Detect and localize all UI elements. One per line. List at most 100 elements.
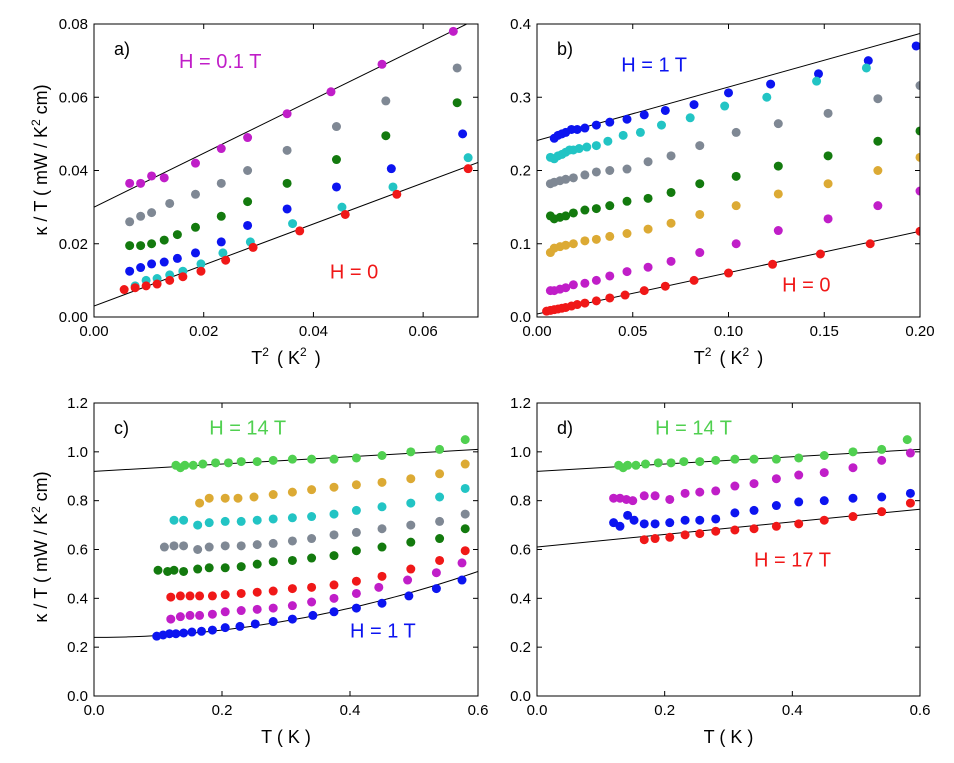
data-point xyxy=(268,538,278,548)
data-point xyxy=(460,524,470,534)
data-point xyxy=(711,455,721,465)
data-point xyxy=(580,123,590,133)
data-point xyxy=(195,610,205,620)
data-point xyxy=(605,117,615,127)
data-point xyxy=(377,502,387,512)
data-point xyxy=(223,458,233,468)
data-point xyxy=(666,151,676,161)
data-point xyxy=(166,614,176,624)
data-point xyxy=(771,474,781,484)
data-point xyxy=(250,619,260,629)
data-point xyxy=(580,236,590,246)
data-point xyxy=(193,520,203,530)
data-point xyxy=(731,171,741,181)
data-point xyxy=(814,69,823,79)
data-point xyxy=(605,201,615,211)
data-point xyxy=(236,541,246,551)
x-tick-label: 0.6 xyxy=(468,702,489,719)
data-point xyxy=(331,182,341,192)
plot-frame xyxy=(93,23,479,318)
data-point xyxy=(689,275,699,285)
data-point xyxy=(771,454,781,464)
y-tick-label: 1.2 xyxy=(67,395,88,412)
data-point xyxy=(603,136,613,146)
data-point xyxy=(252,515,262,525)
data-point xyxy=(295,226,305,236)
data-point xyxy=(169,515,179,525)
data-point xyxy=(329,607,339,617)
y-tick-label: 1.0 xyxy=(510,444,531,461)
data-point xyxy=(404,591,414,601)
data-point xyxy=(329,509,339,519)
data-point xyxy=(377,571,387,581)
x-tick-label: 0.04 xyxy=(299,323,328,340)
y-tick-label: 1.2 xyxy=(510,395,531,412)
data-point xyxy=(435,534,445,544)
data-point xyxy=(159,173,169,183)
data-point xyxy=(561,211,571,221)
data-point xyxy=(622,164,632,174)
data-point xyxy=(749,505,759,515)
data-point xyxy=(166,592,176,602)
data-point xyxy=(660,105,670,115)
y-tick-label: 0.04 xyxy=(59,163,88,180)
data-point xyxy=(731,201,741,211)
data-point xyxy=(268,490,278,500)
data-point xyxy=(877,444,887,454)
ylabel-bottom: κ / T ( mW / K2 cm) xyxy=(29,471,51,622)
y-tick-label: 0.4 xyxy=(67,590,88,607)
data-point xyxy=(308,610,318,620)
data-point xyxy=(207,591,217,601)
data-point xyxy=(431,584,441,594)
data-point xyxy=(877,492,887,502)
data-point xyxy=(865,239,875,249)
data-point xyxy=(873,136,883,146)
data-point xyxy=(582,142,592,152)
panel-d: 0.0 0.2 0.4 0.6 0.0 0.2 0.4 0.6 0.8 1.0 1.2 d) H =… xyxy=(510,395,930,747)
data-point xyxy=(204,518,214,528)
data-point xyxy=(406,474,416,484)
data-point xyxy=(915,186,920,196)
data-point xyxy=(720,101,730,111)
data-point xyxy=(388,182,398,192)
data-point xyxy=(233,493,243,503)
data-point xyxy=(877,507,887,517)
x-tick-label: 0.2 xyxy=(654,702,675,719)
data-point xyxy=(204,493,214,503)
data-point xyxy=(695,179,705,189)
y-tick-label: 0.1 xyxy=(510,236,531,253)
data-point xyxy=(650,491,660,501)
data-point xyxy=(463,164,473,174)
data-points xyxy=(152,435,470,641)
data-point xyxy=(235,621,245,631)
data-point xyxy=(221,255,231,265)
data-point xyxy=(307,553,317,563)
data-point xyxy=(243,133,253,143)
data-point xyxy=(435,516,445,526)
data-point xyxy=(680,515,690,525)
data-point xyxy=(351,588,361,598)
panel-b: 0.00 0.05 0.10 0.15 0.20 0.0 0.1 0.2 0.3 0.4 b) H… xyxy=(510,16,934,368)
data-point xyxy=(460,483,470,493)
data-point xyxy=(848,512,858,522)
data-point xyxy=(653,458,663,468)
y-tick-label: 0.2 xyxy=(510,163,531,180)
data-point xyxy=(685,113,695,123)
data-point xyxy=(819,515,829,525)
data-point xyxy=(819,451,829,460)
data-point xyxy=(220,541,230,551)
x-tick-label: 0.2 xyxy=(212,702,233,719)
x-tick-label: 0.20 xyxy=(905,323,934,340)
panel-label: c) xyxy=(114,418,129,438)
data-point xyxy=(179,515,189,525)
data-point xyxy=(169,541,179,551)
data-point xyxy=(580,205,590,215)
data-point xyxy=(287,513,297,523)
data-point xyxy=(695,248,705,258)
data-point xyxy=(268,603,278,613)
data-point xyxy=(185,610,195,620)
data-point xyxy=(377,59,387,69)
series-red xyxy=(166,546,470,602)
data-point xyxy=(730,508,740,518)
series-cyan xyxy=(130,153,473,291)
